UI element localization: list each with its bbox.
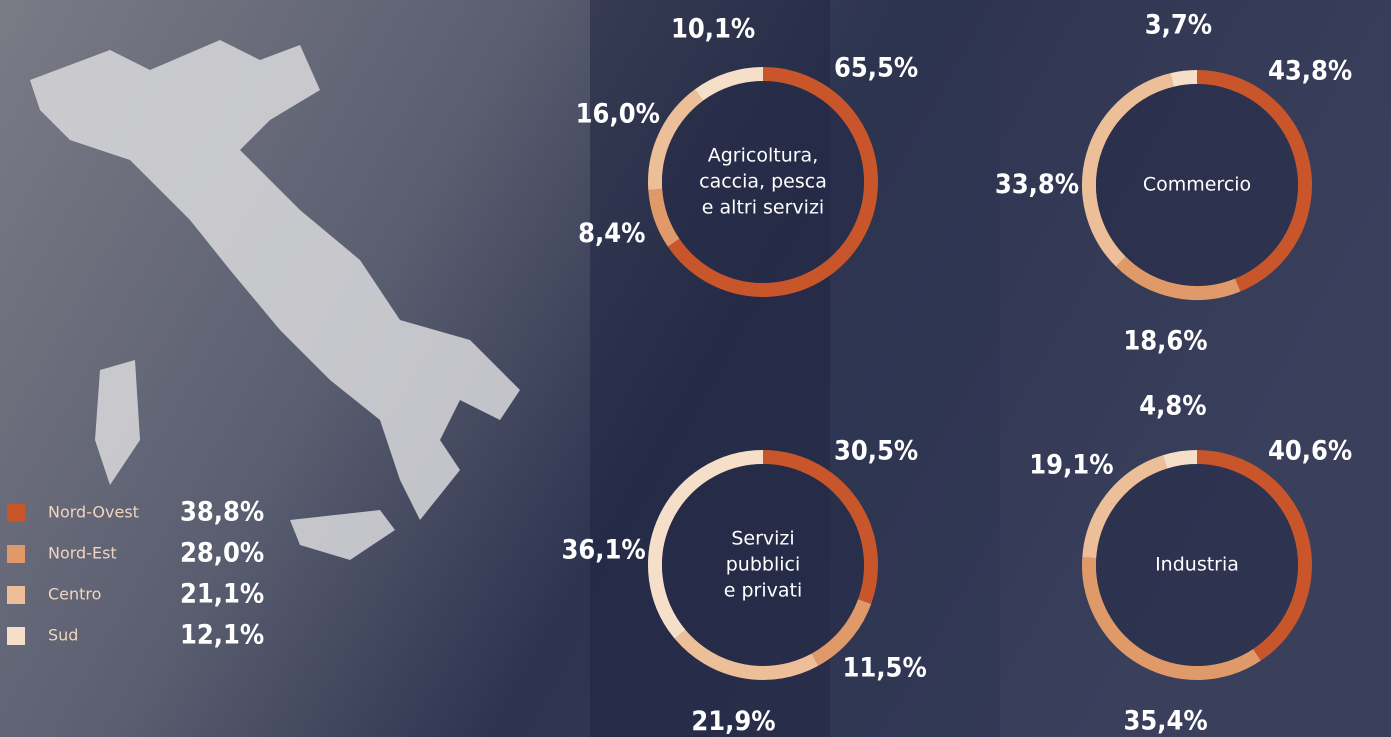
donut-label: pubblici — [726, 554, 801, 576]
legend-share: 21,1% — [180, 579, 264, 610]
legend-name: Nord-Ovest — [48, 503, 139, 522]
value-label: 11,5% — [843, 652, 927, 683]
value-label: 40,6% — [1268, 435, 1352, 466]
donut-segment — [1172, 77, 1197, 80]
donut-label: caccia, pesca — [699, 171, 827, 193]
donut-label: Commercio — [1143, 174, 1251, 196]
value-label: 18,6% — [1123, 325, 1207, 356]
value-label: 36,1% — [561, 534, 645, 565]
value-label: 8,4% — [578, 218, 645, 249]
value-label: 65,5% — [834, 52, 918, 83]
legend-name: Centro — [48, 585, 101, 604]
donut-label: Servizi — [731, 528, 794, 550]
infographic: Nord-Ovest 38,8% Nord-Est 28,0% Centro 21,1% S… — [0, 0, 1391, 737]
value-label: 19,1% — [1029, 449, 1113, 480]
value-label: 30,5% — [834, 435, 918, 466]
value-label: 21,9% — [691, 706, 775, 737]
legend-swatch — [7, 504, 25, 522]
legend-name: Nord-Est — [48, 544, 117, 563]
donut-segment — [1165, 457, 1197, 462]
legend-share: 12,1% — [180, 620, 264, 651]
value-label: 16,0% — [576, 98, 660, 129]
legend-share: 28,0% — [180, 538, 264, 569]
value-label: 43,8% — [1268, 55, 1352, 86]
donut-label: e privati — [724, 580, 803, 602]
legend-swatch — [7, 586, 25, 604]
value-label: 4,8% — [1139, 390, 1206, 421]
value-label: 3,7% — [1145, 10, 1212, 41]
value-label: 10,1% — [671, 13, 755, 44]
value-label: 33,8% — [995, 169, 1079, 200]
legend-swatch — [7, 627, 25, 645]
legend-share: 38,8% — [180, 497, 264, 528]
value-label: 35,4% — [1123, 705, 1207, 736]
legend-swatch — [7, 545, 25, 563]
donut-label: Industria — [1155, 554, 1239, 576]
legend-name: Sud — [48, 626, 78, 645]
donut-label: e altri servizi — [702, 197, 824, 219]
donut-label: Agricoltura, — [708, 145, 818, 167]
page: Nord-Ovest 38,8% Nord-Est 28,0% Centro 21,1% S… — [0, 0, 1391, 737]
